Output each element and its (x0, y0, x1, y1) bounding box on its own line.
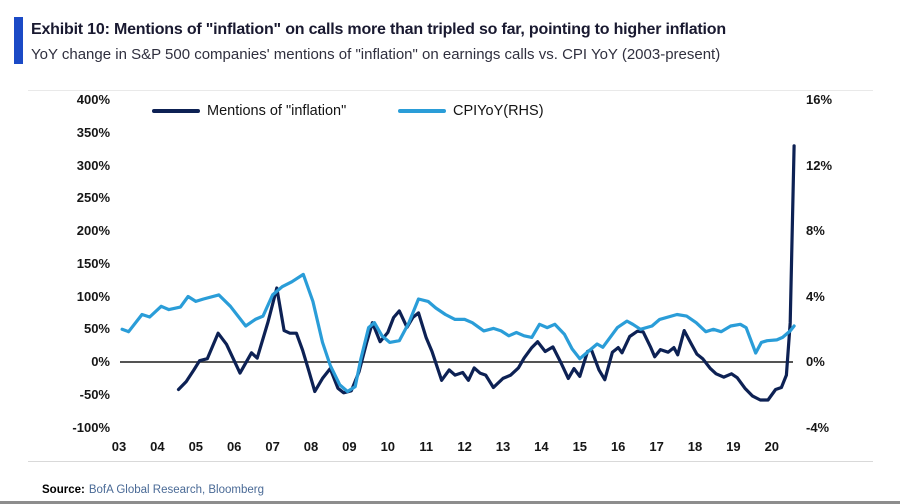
x-axis-tick: 14 (534, 439, 549, 454)
x-axis-tick: 08 (303, 439, 319, 454)
x-axis-tick: 20 (764, 439, 780, 454)
y-axis-tick-left: 0% (91, 354, 110, 369)
x-axis-tick: 12 (457, 439, 472, 454)
y-axis-tick-left: 400% (76, 92, 110, 107)
y-axis-tick-right: -4% (806, 419, 830, 435)
series-line-1 (120, 272, 796, 394)
x-axis-tick: 15 (572, 439, 588, 454)
y-axis-tick-right: 16% (806, 92, 833, 107)
x-axis-tick: 10 (380, 439, 396, 454)
x-axis-tick: 17 (649, 439, 664, 454)
chart-legend: Mentions of "inflation" CPIYoY(RHS) (0, 102, 900, 122)
x-axis-tick: 13 (495, 439, 511, 454)
page-bottom-edge (0, 501, 900, 504)
x-axis-tick: 03 (111, 439, 127, 454)
x-axis-tick: 19 (726, 439, 741, 454)
exhibit-accent-bar (14, 17, 23, 64)
y-axis-tick-right: 8% (806, 223, 825, 238)
x-axis-tick: 16 (610, 439, 626, 454)
x-axis-tick: 09 (342, 439, 357, 454)
exhibit-subtitle: YoY change in S&P 500 companies' mention… (31, 46, 721, 63)
x-axis-tick: 04 (150, 439, 165, 454)
x-axis-tick: 07 (265, 439, 280, 454)
y-axis-tick-left: 350% (76, 124, 110, 140)
legend-line-swatch (398, 109, 446, 113)
x-axis-tick: 11 (419, 439, 434, 454)
y-axis-tick-left: -100% (72, 419, 110, 435)
legend-item-1: CPIYoY(RHS) (398, 102, 544, 120)
legend-label: Mentions of "inflation" (207, 103, 347, 119)
header-divider (28, 90, 873, 91)
x-axis-tick: 18 (687, 439, 703, 454)
x-axis-tick: 05 (188, 439, 204, 454)
source-text: BofA Global Research, Bloomberg (88, 484, 264, 496)
y-axis-tick-left: 50% (83, 321, 110, 337)
source-line: Source: BofA Global Research, Bloomberg (42, 484, 264, 496)
y-axis-tick-left: 250% (76, 190, 110, 206)
x-axis-tick: 06 (226, 439, 242, 454)
y-axis-tick-left: -50% (79, 386, 110, 402)
y-axis-tick-left: 200% (76, 223, 110, 238)
footer-divider (28, 461, 873, 462)
y-axis-tick-left: 150% (76, 255, 110, 271)
source-label: Source: (42, 484, 85, 496)
y-axis-tick-right: 4% (806, 288, 825, 304)
exhibit-title: Exhibit 10: Mentions of "inflation" on c… (31, 21, 726, 38)
series-line-0 (176, 144, 796, 402)
legend-line-swatch (152, 109, 200, 113)
y-axis-tick-left: 100% (76, 288, 110, 304)
y-axis-tick-right: 0% (806, 354, 825, 369)
y-axis-tick-left: 300% (76, 157, 110, 173)
legend-item-0: Mentions of "inflation" (152, 102, 346, 120)
legend-label: CPIYoY(RHS) (453, 103, 544, 119)
y-axis-tick-right: 12% (806, 157, 833, 173)
